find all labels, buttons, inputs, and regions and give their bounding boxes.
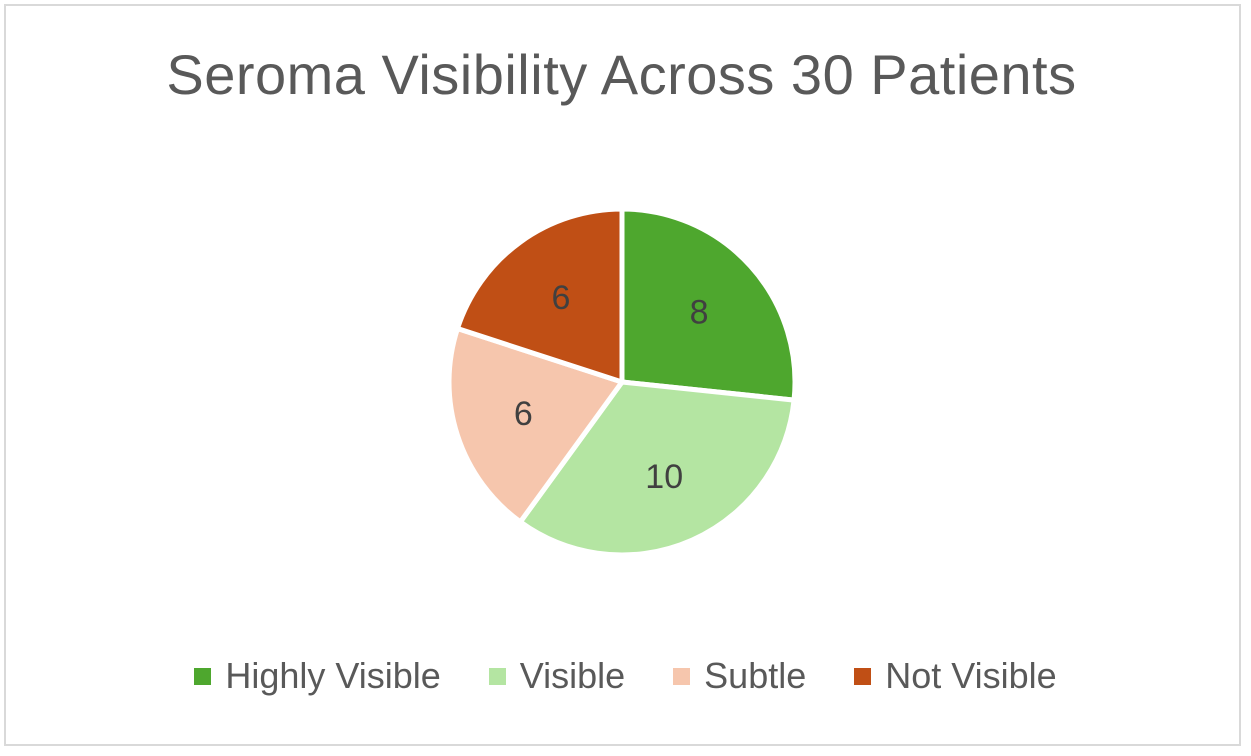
legend-label-highly-visible: Highly Visible [225, 655, 441, 696]
legend-swatch-highly-visible [194, 667, 212, 685]
pie-slice-highly-visible [619, 206, 798, 403]
data-label-subtle: 6 [514, 395, 533, 433]
legend-label-visible: Visible [519, 655, 626, 696]
pie-slice-not-visible [454, 206, 625, 385]
pie-slice-visible [517, 379, 797, 558]
legend-label-not-visible: Not Visible [885, 655, 1057, 696]
legend-item-not-visible: Not Visible [854, 655, 1057, 697]
legend-item-highly-visible: Highly Visible [194, 655, 441, 697]
legend: Highly Visible Visible Subtle Not Visibl… [0, 655, 1251, 697]
data-label-visible: 10 [645, 458, 683, 496]
legend-swatch-visible [488, 667, 506, 685]
data-label-highly-visible: 8 [690, 294, 709, 332]
legend-item-visible: Visible [488, 655, 626, 697]
legend-item-subtle: Subtle [673, 655, 806, 697]
data-label-not-visible: 6 [552, 279, 571, 317]
legend-swatch-subtle [673, 667, 691, 685]
legend-swatch-not-visible [854, 667, 872, 685]
pie-slice-subtle [446, 326, 625, 525]
chart-title: Seroma Visibility Across 30 Patients [166, 43, 1077, 106]
legend-label-subtle: Subtle [704, 655, 807, 696]
